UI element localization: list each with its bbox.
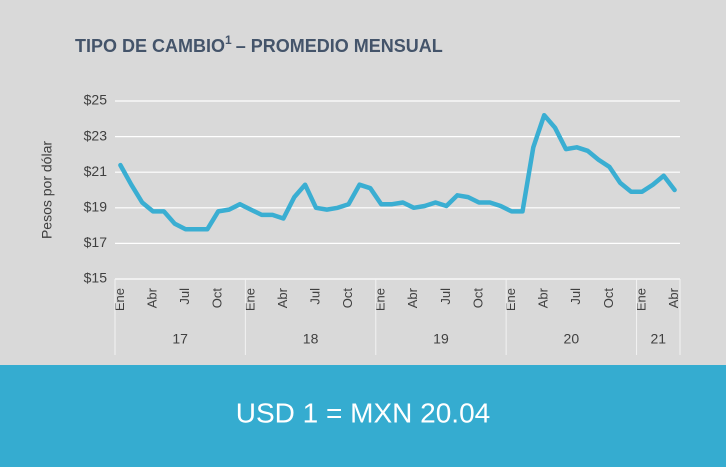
x-group-label: 19 (433, 331, 449, 347)
x-group-label: 17 (172, 331, 188, 347)
x-tick-label: Abr (275, 287, 290, 308)
x-tick-label: Oct (210, 288, 225, 309)
title-rest: – PROMEDIO MENSUAL (236, 36, 443, 56)
x-group-label: 21 (650, 331, 666, 347)
y-tick-label: $17 (84, 234, 108, 250)
x-tick-label: Oct (601, 288, 616, 309)
chart-background (0, 0, 726, 365)
x-tick-label: Ene (373, 288, 388, 311)
x-tick-label: Ene (112, 288, 127, 311)
x-tick-label: Jul (568, 288, 583, 305)
line-series (118, 112, 677, 232)
x-tick-label: Ene (633, 288, 648, 311)
x-tick-label: Jul (438, 288, 453, 305)
y-tick-label: $25 (84, 92, 108, 108)
x-tick-label: Abr (144, 287, 159, 308)
y-axis-label: Pesos por dólar (39, 141, 55, 239)
x-group-label: 20 (564, 331, 580, 347)
chart-title: TIPO DE CAMBIO1 – PROMEDIO MENSUAL (75, 33, 443, 56)
y-tick-label: $15 (84, 270, 108, 286)
x-tick-label: Abr (536, 287, 551, 308)
x-tick-label: Jul (307, 288, 322, 305)
footer-text: USD 1 = MXN 20.04 (236, 397, 490, 428)
title-main: TIPO DE CAMBIO (75, 36, 225, 56)
y-tick-label: $21 (84, 163, 108, 179)
title-superscript: 1 (225, 33, 232, 47)
x-tick-label: Oct (470, 288, 485, 309)
footer-band (0, 365, 726, 467)
x-tick-label: Ene (503, 288, 518, 311)
y-tick-label: $23 (84, 127, 108, 143)
x-tick-label: Abr (666, 287, 681, 308)
y-tick-label: $19 (84, 199, 108, 215)
x-tick-label: Ene (242, 288, 257, 311)
x-tick-label: Jul (177, 288, 192, 305)
x-tick-label: Abr (405, 287, 420, 308)
x-tick-label: Oct (340, 288, 355, 309)
x-group-label: 18 (303, 331, 319, 347)
